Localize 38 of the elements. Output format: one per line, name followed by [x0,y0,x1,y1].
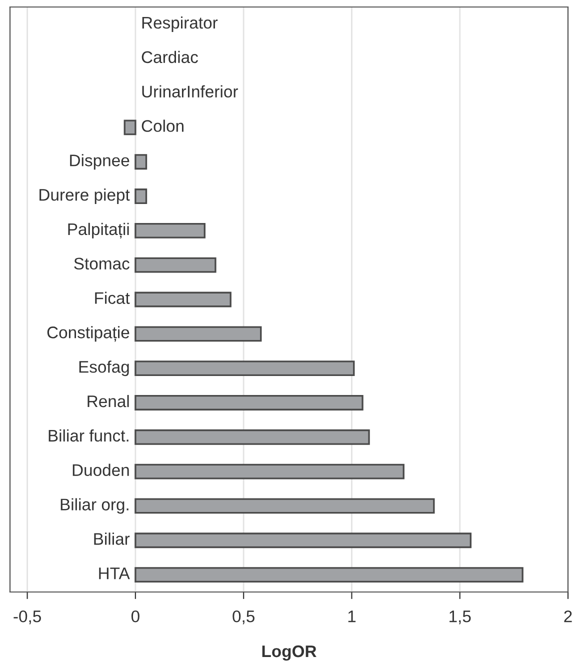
bar [134,395,364,410]
y-tick-label: Duoden [72,464,129,476]
bar [134,326,262,342]
x-tick-label: -0,5 [14,610,41,624]
bar [134,498,435,514]
y-tick-label: Dispnee [70,154,130,170]
y-tick-label: Biliar [94,532,130,545]
bar [134,188,148,204]
y-tick-label: Ficat [95,292,130,304]
bar [134,567,524,583]
x-tick-label: 2 [564,610,572,622]
bar [134,464,404,480]
x-tick-label: 0 [131,610,140,622]
bar [134,429,370,445]
x-tick-label: 0,5 [232,610,254,624]
y-tick-label: Palpitații [68,222,129,238]
x-tick-label: 1 [348,610,356,622]
bar [134,292,232,308]
y-tick-label: Constipație [47,326,130,342]
x-tick-label: 1,5 [450,610,471,624]
y-tick-label: Stomac [74,258,130,270]
y-tick-label: Colon [142,120,184,132]
y-tick-label: HTA [99,568,130,580]
bar [134,257,216,273]
y-tick-label: UrinarInferior [142,85,238,98]
bar [124,120,136,136]
bar [134,222,206,238]
x-axis-title: LogOR [262,645,316,661]
bar [134,532,472,548]
bar [134,360,355,376]
y-tick-label: Esofag [79,360,129,376]
y-tick-label: Biliar funct. [48,429,128,442]
y-tick-label: Cardiac [142,50,198,64]
y-tick-label: Renal [88,394,129,408]
y-tick-label: Biliar org. [60,498,128,514]
y-tick-label: Respirator [142,16,218,32]
y-tick-label: Durere piept [40,188,130,204]
bar [134,154,148,170]
